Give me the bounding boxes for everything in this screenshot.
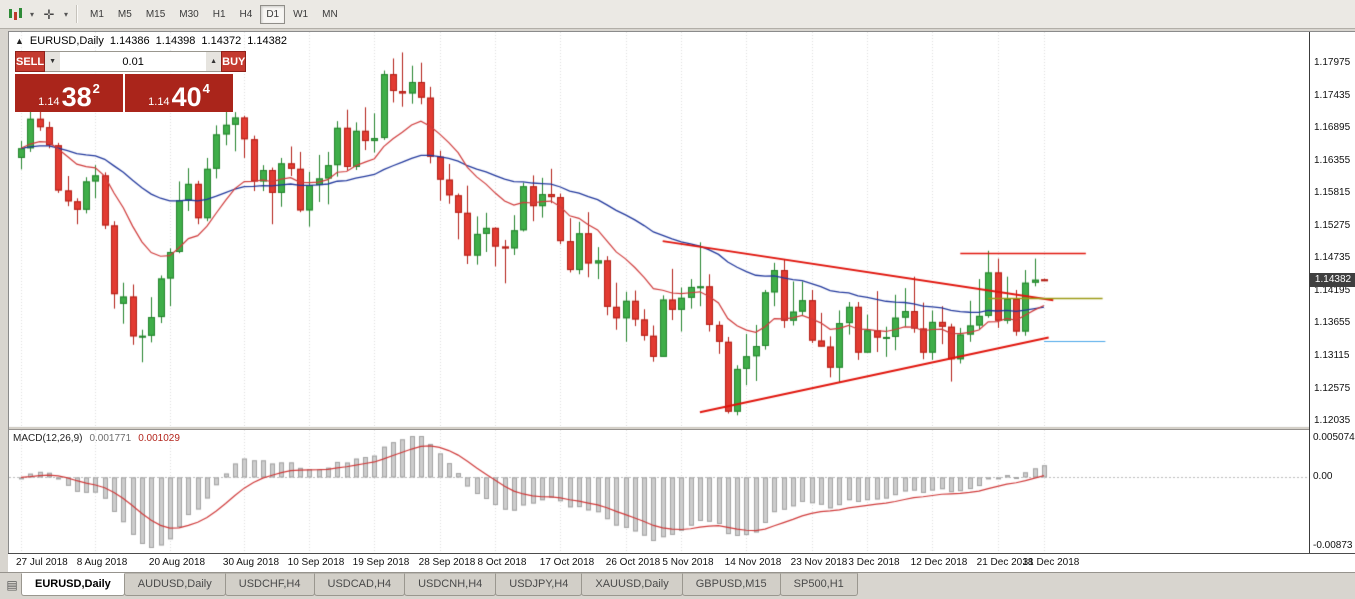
price-axis-label: 1.15275: [1314, 220, 1351, 231]
date-label: 20 Aug 2018: [148, 557, 206, 568]
date-label: 30 Aug 2018: [222, 557, 280, 568]
tf-button-w1[interactable]: W1: [287, 5, 314, 24]
date-label: 8 Aug 2018: [76, 557, 128, 568]
buy-button[interactable]: BUY: [221, 51, 247, 72]
price-axis-label: 1.12035: [1314, 415, 1351, 426]
volume-stepper: ▼ ▲: [45, 51, 222, 72]
ohlc-low: 1.14372: [201, 35, 242, 47]
date-label: 5 Nov 2018: [662, 557, 714, 568]
volume-input[interactable]: [60, 52, 207, 71]
chart-header: ▲ EURUSD,Daily 1.14386 1.14398 1.14372 1…: [15, 35, 287, 47]
buy-price-panel[interactable]: 1.14 40 4: [125, 74, 233, 112]
toolbar-separator: [76, 5, 78, 23]
date-label: 10 Sep 2018: [287, 557, 345, 568]
price-axis-label: 1.16355: [1314, 155, 1351, 166]
tf-button-d1[interactable]: D1: [260, 4, 286, 24]
price-axis-label: 1.13655: [1314, 317, 1351, 328]
price-axis-label: 1.15815: [1314, 187, 1351, 198]
sell-price-panel[interactable]: 1.14 38 2: [15, 74, 123, 112]
price-axis-label: 1.14195: [1314, 285, 1351, 296]
one-click-toggle-icon[interactable]: ▲: [15, 36, 24, 46]
toolbar: ▾ ✛ ▾ M1 M5 M15 M30 H1 H4 D1 W1 MN: [0, 0, 1355, 29]
one-click-trading-panel: SELL ▼ ▲ BUY 1.14 38 2 1.14 40 4: [15, 51, 247, 112]
date-label: 14 Nov 2018: [724, 557, 782, 568]
crosshair-icon: ✛: [43, 6, 55, 22]
price-axis-label: 1.17975: [1314, 57, 1351, 68]
date-label: 31 Dec 2018: [1022, 557, 1080, 568]
macd-axis-max: 0.005074: [1313, 432, 1355, 443]
buy-price-big: 40: [171, 82, 202, 113]
current-price-tag: 1.14382: [1310, 273, 1355, 287]
tf-button-h1[interactable]: H1: [207, 5, 232, 24]
tab-usdcad-h4[interactable]: USDCAD,H4: [313, 573, 406, 596]
date-label: 28 Sep 2018: [418, 557, 476, 568]
tf-button-mn[interactable]: MN: [316, 5, 344, 24]
macd-axis-min: -0.00873: [1313, 540, 1353, 551]
ohlc-high: 1.14398: [155, 35, 196, 47]
macd-title: MACD(12,26,9): [13, 433, 83, 444]
drawing-tools-button[interactable]: ✛: [38, 3, 60, 25]
date-label: 27 Jul 2018: [16, 557, 68, 568]
sell-price-prefix: 1.14: [38, 95, 60, 108]
buy-price-pip: 4: [202, 81, 210, 96]
sell-button[interactable]: SELL: [15, 51, 46, 72]
date-label: 21 Dec 2018: [976, 557, 1034, 568]
time-axis[interactable]: 27 Jul 2018 8 Aug 2018 20 Aug 2018 30 Au…: [8, 553, 1355, 572]
volume-down-icon[interactable]: ▼: [45, 52, 61, 71]
macd-axis-zero: 0.00: [1313, 471, 1333, 482]
chart-symbol-label: EURUSD,Daily: [29, 35, 104, 47]
sell-price-pip: 2: [92, 81, 100, 96]
candlestick-icon: [8, 7, 22, 21]
date-label: 17 Oct 2018: [539, 557, 595, 568]
date-label: 23 Nov 2018: [790, 557, 848, 568]
tab-eurusd-daily[interactable]: EURUSD,Daily: [21, 573, 125, 596]
tf-button-m1[interactable]: M1: [84, 5, 110, 24]
macd-value-main: 0.001771: [89, 433, 132, 444]
tab-usdjpy-h4[interactable]: USDJPY,H4: [495, 573, 583, 596]
window-list-icon[interactable]: ▤: [6, 578, 18, 592]
tf-button-m5[interactable]: M5: [112, 5, 138, 24]
chart-window-icon[interactable]: [4, 3, 26, 25]
buy-price-prefix: 1.14: [148, 95, 170, 108]
date-label: 3 Dec 2018: [848, 557, 900, 568]
tab-usdcnh-h4[interactable]: USDCNH,H4: [404, 573, 497, 596]
price-axis-label: 1.17435: [1314, 90, 1351, 101]
price-axis-label: 1.12575: [1314, 383, 1351, 394]
tab-xauusd-daily[interactable]: XAUUSD,Daily: [581, 573, 683, 596]
chart-window: ▲ EURUSD,Daily 1.14386 1.14398 1.14372 1…: [8, 31, 1355, 554]
drawing-tools-caret-icon[interactable]: ▾: [63, 9, 68, 19]
tab-gbpusd-m15[interactable]: GBPUSD,M15: [681, 573, 781, 596]
volume-up-icon[interactable]: ▲: [206, 52, 222, 71]
chart-tab-bar: ▤ EURUSD,Daily AUDUSD,Daily USDCHF,H4 US…: [0, 572, 1355, 599]
ohlc-close: 1.14382: [247, 35, 287, 47]
panel-splitter[interactable]: [9, 426, 1309, 430]
price-axis[interactable]: 1.17975 1.17435 1.16895 1.16355 1.15815 …: [1309, 32, 1355, 554]
date-label: 8 Oct 2018: [477, 557, 527, 568]
tab-sp500-h1[interactable]: SP500,H1: [779, 573, 858, 596]
tf-button-m15[interactable]: M15: [140, 5, 171, 24]
sell-price-big: 38: [61, 82, 92, 113]
macd-header: MACD(12,26,9) 0.001771 0.001029: [13, 433, 180, 444]
price-axis-label: 1.16895: [1314, 122, 1351, 133]
ohlc-open: 1.14386: [109, 35, 150, 47]
date-label: 19 Sep 2018: [352, 557, 410, 568]
price-axis-label: 1.13115: [1314, 350, 1350, 361]
date-label: 12 Dec 2018: [910, 557, 968, 568]
price-axis-label: 1.14735: [1314, 252, 1351, 263]
tf-button-m30[interactable]: M30: [173, 5, 204, 24]
date-label: 26 Oct 2018: [605, 557, 661, 568]
macd-value-signal: 0.001029: [138, 433, 180, 444]
tab-audusd-daily[interactable]: AUDUSD,Daily: [123, 573, 226, 596]
tab-usdchf-h4[interactable]: USDCHF,H4: [224, 573, 315, 596]
macd-chart-canvas[interactable]: [9, 430, 1309, 554]
tf-button-h4[interactable]: H4: [234, 5, 259, 24]
chart-type-caret-icon[interactable]: ▾: [29, 9, 34, 19]
